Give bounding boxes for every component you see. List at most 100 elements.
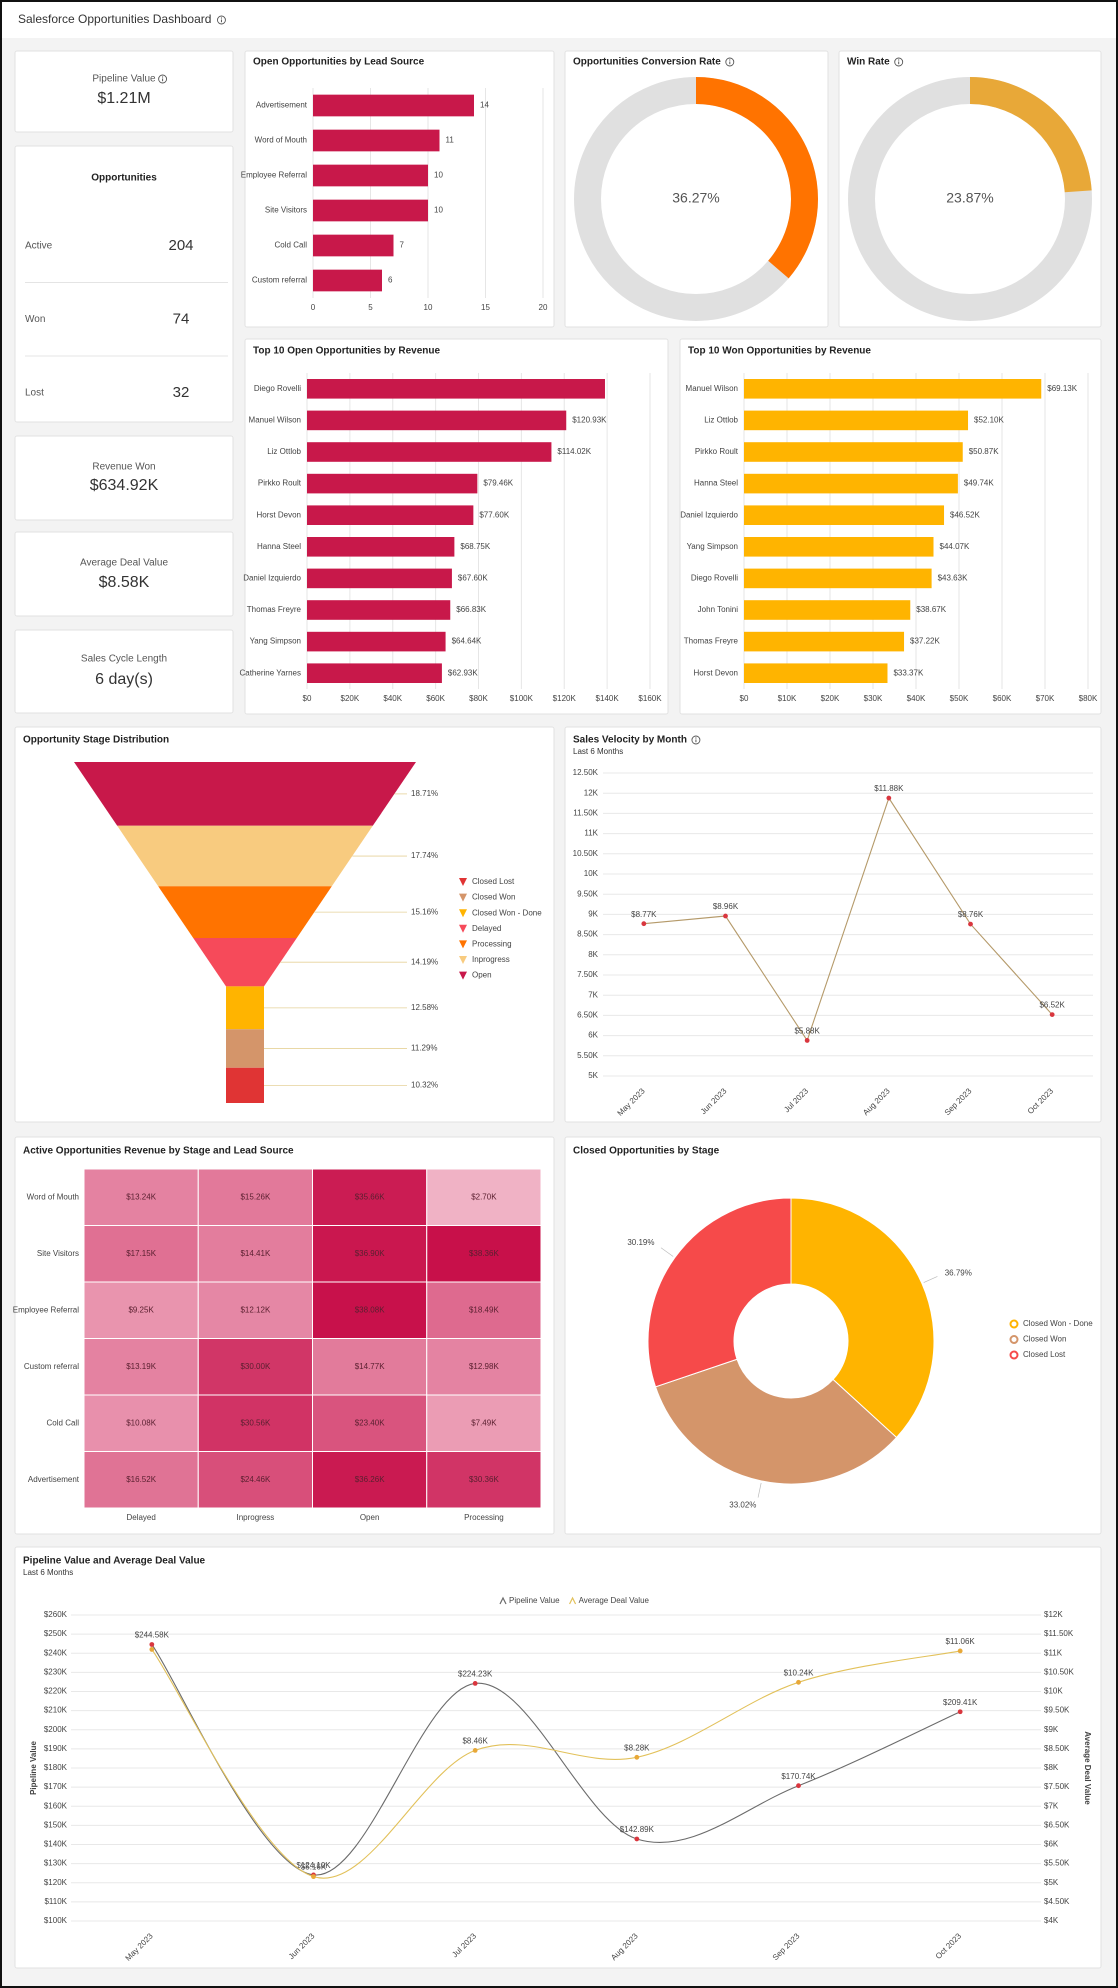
y-tick-label: $180K [44, 1763, 68, 1772]
y-tick-label: $130K [44, 1859, 68, 1868]
y-tick-label: Site Visitors [265, 206, 307, 215]
point [634, 1754, 640, 1760]
leader-line [660, 1247, 674, 1257]
heat-cell [83, 1338, 199, 1396]
y-tick-label: $240K [44, 1648, 68, 1657]
card [244, 50, 555, 328]
x-tick-label: $140K [596, 694, 620, 703]
bar [307, 600, 451, 620]
data-label: $69.13K [1047, 384, 1077, 393]
dashboard-title: Salesforce Opportunities Dashboard [18, 12, 211, 26]
data-label: 30.19% [627, 1238, 654, 1247]
y-tick-label: $230K [44, 1667, 68, 1676]
y-tick-label: Horst Devon [694, 668, 738, 677]
point [804, 1038, 810, 1043]
heat-cell [312, 1451, 428, 1509]
leader-line [757, 1482, 762, 1498]
y-tick-label: 12.50K [573, 768, 599, 777]
y-tick-label: $120K [44, 1878, 68, 1887]
data-label: $11.06K [946, 1637, 976, 1646]
legend-marker [459, 924, 467, 933]
x-tick-label: $30K [864, 694, 883, 703]
data-label: 10 [434, 171, 443, 180]
x-tick-label: $0 [740, 694, 749, 703]
y-tick-label: 6K [588, 1031, 598, 1040]
info-icon [725, 57, 735, 67]
data-label: $62.93K [448, 668, 478, 677]
kpi-row-label: Active [25, 241, 53, 252]
bar [307, 631, 446, 652]
data-label: $142.89K [620, 1825, 655, 1834]
chart-title: Active Opportunities Revenue by Stage an… [23, 1146, 294, 1157]
y2-tick-label: $4.50K [1044, 1897, 1070, 1906]
y-tick-label: $170K [44, 1782, 68, 1791]
y-tick-label: Hanna Steel [257, 542, 301, 551]
data-label: $38.36K [469, 1249, 499, 1258]
data-label: $13.19K [126, 1362, 156, 1371]
x-tick-label: Open [360, 1513, 380, 1522]
x-tick-label: 0 [311, 303, 316, 312]
y-tick-label: Daniel Izquierdo [680, 510, 738, 519]
legend-marker [459, 909, 467, 918]
y-tick-label: 5K [588, 1071, 598, 1080]
data-label: $12.12K [240, 1305, 270, 1314]
legend-label: Closed Won - Done [472, 908, 542, 917]
data-label: $9.25K [128, 1305, 154, 1314]
data-label: 36.79% [945, 1268, 972, 1277]
info-icon [695, 737, 697, 739]
y-tick-label: Liz Ottlob [704, 416, 738, 425]
legend-marker [459, 878, 467, 886]
y-axis-title: Pipeline Value [29, 1741, 38, 1795]
data-label: 10 [434, 206, 443, 215]
data-label: $52.10K [974, 416, 1004, 425]
x-tick-label: $50K [950, 694, 969, 703]
x-tick-label: $160K [638, 694, 662, 703]
data-label: $7.49K [471, 1418, 497, 1427]
y-tick-label: $200K [44, 1725, 68, 1734]
data-label: $30.00K [240, 1362, 270, 1371]
heat-cell [426, 1394, 542, 1452]
x-tick-label: $70K [1036, 694, 1055, 703]
y-tick-label: Daniel Izquierdo [243, 574, 301, 583]
donut-slice [790, 1197, 935, 1439]
bar [744, 410, 969, 431]
data-label: $50.87K [969, 447, 999, 456]
y-tick-label: Advertisement [256, 101, 308, 110]
gauge-label: 36.27% [672, 190, 719, 206]
funnel-segment [117, 825, 373, 887]
y2-tick-label: $9.50K [1044, 1706, 1070, 1715]
bar [744, 442, 963, 462]
y2-tick-label: $6.50K [1044, 1820, 1070, 1829]
data-label: $10.24K [784, 1668, 814, 1677]
y-tick-label: 8K [588, 950, 598, 959]
data-label: $5.88K [794, 1027, 820, 1036]
card [14, 145, 234, 423]
y2-tick-label: $11.50K [1044, 1629, 1074, 1638]
bar [744, 663, 888, 683]
bar [307, 568, 452, 589]
kpi-title: Opportunities [91, 173, 157, 184]
point [957, 1648, 963, 1654]
heat-cell [83, 1168, 199, 1226]
heat-cell [197, 1281, 313, 1339]
bar [307, 410, 567, 431]
bar [313, 164, 428, 187]
data-label: 6 [388, 276, 393, 285]
info-icon [898, 59, 900, 61]
kpi-row-label: Won [25, 314, 45, 325]
data-label: $64.64K [452, 637, 482, 646]
data-label: $14.41K [240, 1249, 270, 1258]
heat-cell [197, 1394, 313, 1452]
x-tick-label: $60K [426, 694, 445, 703]
card [14, 50, 234, 133]
data-label: 10.32% [411, 1081, 438, 1090]
bar [307, 663, 442, 683]
y2-tick-label: $7.50K [1044, 1782, 1070, 1791]
x-tick-label: $120K [553, 694, 577, 703]
data-label: $24.46K [240, 1475, 270, 1484]
y-tick-label: Thomas Freyre [684, 637, 739, 646]
data-label: $11.88K [874, 784, 904, 793]
bar [313, 129, 440, 152]
point [634, 1836, 640, 1842]
card [14, 629, 234, 714]
